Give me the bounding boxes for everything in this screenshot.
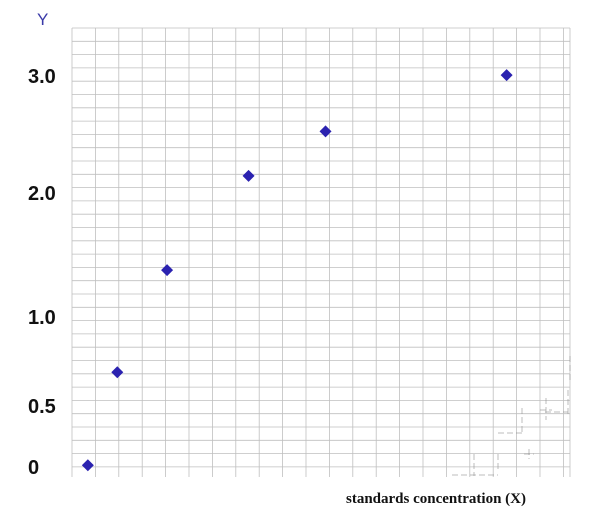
y-axis-title: Y — [37, 10, 48, 29]
data-point — [242, 169, 255, 182]
data-point — [111, 366, 124, 379]
y-tick-label: 3.0 — [28, 66, 56, 88]
y-tick-label: 2.0 — [28, 183, 56, 205]
y-tick-labels: 0 0.5 1.0 2.0 3.0 — [28, 66, 56, 479]
data-points — [81, 69, 513, 472]
data-point — [161, 264, 174, 277]
data-point — [500, 69, 513, 82]
y-tick-label: 1.0 — [28, 307, 56, 329]
data-point — [81, 459, 94, 472]
faint-background-marks — [452, 356, 571, 476]
x-axis-title: standards concentration (X) — [346, 491, 526, 507]
y-tick-label: 0.5 — [28, 396, 56, 418]
data-point — [319, 125, 332, 138]
grid — [71, 27, 571, 477]
y-tick-label: 0 — [28, 457, 39, 479]
